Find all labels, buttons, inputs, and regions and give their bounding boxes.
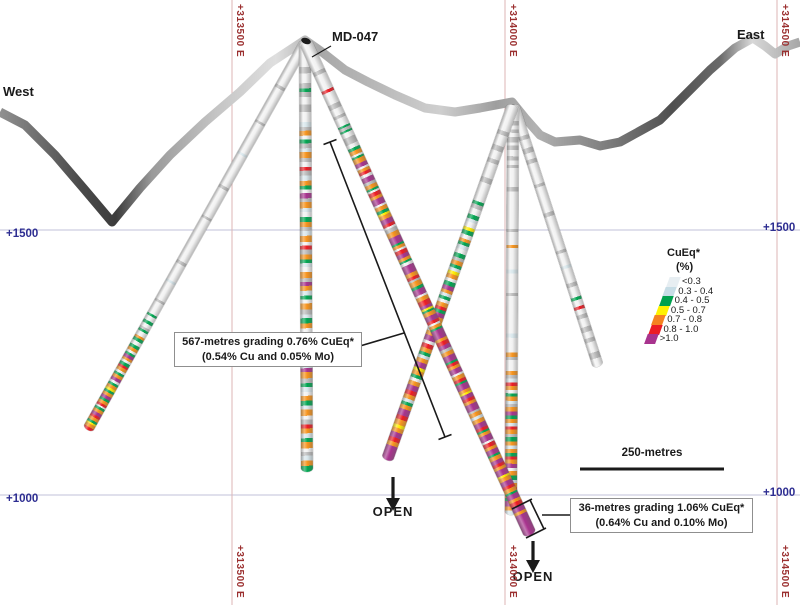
easting-label-bottom-2: +314500 E xyxy=(779,545,790,599)
legend-label-2: 0.4 - 0.5 xyxy=(674,295,710,306)
elevation-label-left-0: +1500 xyxy=(6,228,39,240)
interval-annotation-2: 36-metres grading 1.06% CuEq* (0.64% Cu … xyxy=(570,498,753,533)
interval-bracket-1-0 xyxy=(329,141,446,438)
legend-label-0: <0.3 xyxy=(682,276,701,287)
elevation-label-left-1: +1000 xyxy=(6,493,39,505)
legend-item-2: 0.4 - 0.5 xyxy=(658,295,710,306)
topography-surface xyxy=(0,33,800,227)
open-label-1: OPEN xyxy=(372,504,414,519)
legend-item-4: 0.7 - 0.8 xyxy=(651,314,703,325)
interval-bracket-1-1 xyxy=(323,138,337,146)
interval-bracket-2-2 xyxy=(529,499,545,530)
annotation-1-leader-0 xyxy=(359,332,405,347)
east-label: East xyxy=(737,27,765,42)
interval-bracket-1-2 xyxy=(438,433,452,441)
legend-item-5: 0.8 - 1.0 xyxy=(647,323,699,335)
collar-dot xyxy=(301,37,311,45)
interval-bracket-2-1 xyxy=(525,527,547,539)
open-label-2: OPEN xyxy=(512,569,554,584)
annotation-2-line-2: (0.64% Cu and 0.10% Mo) xyxy=(595,516,728,529)
elevation-label-right-1: +1000 xyxy=(763,487,796,499)
easting-label-top-2: +314500 E xyxy=(779,4,790,58)
interval-annotation-1: 567-metres grading 0.76% CuEq* (0.54% Cu… xyxy=(174,332,362,367)
scale-bar-label: 250-metres xyxy=(621,447,683,459)
annotation-1-line-1: 567-metres grading 0.76% CuEq* xyxy=(182,336,354,348)
annotation-2-line-1: 36-metres grading 1.06% CuEq* xyxy=(578,502,745,514)
west-label: West xyxy=(3,84,34,99)
drill-hole-title: MD-047 xyxy=(332,29,379,44)
legend-item-0: <0.3 xyxy=(666,276,701,287)
open-arrow-head-0 xyxy=(386,498,400,511)
legend-subtitle: (%) xyxy=(676,261,694,273)
legend-item-1: 0.3 - 0.4 xyxy=(662,285,714,297)
annotation-1-line-2: (0.54% Cu and 0.05% Mo) xyxy=(201,350,335,363)
legend-label-4: 0.7 - 0.8 xyxy=(667,314,703,325)
legend-label-6: >1.0 xyxy=(659,333,679,344)
legend-item-6: >1.0 xyxy=(644,333,679,344)
open-arrow-head-1 xyxy=(526,560,540,573)
easting-label-bottom-0: +313500 E xyxy=(234,545,245,599)
legend-swatch-6 xyxy=(644,334,659,344)
interval-bracket-2-0 xyxy=(511,498,533,510)
easting-label-top-0: +313500 E xyxy=(234,4,245,58)
md047-label-leader-0 xyxy=(311,45,332,58)
legend-label-1: 0.3 - 0.4 xyxy=(678,285,714,297)
legend-label-3: 0.5 - 0.7 xyxy=(670,304,706,316)
legend-title: CuEq* xyxy=(667,247,700,259)
elevation-label-right-0: +1500 xyxy=(763,222,796,234)
easting-label-bottom-1: +314000 E xyxy=(507,545,518,599)
legend-item-3: 0.5 - 0.7 xyxy=(655,304,706,316)
easting-label-top-1: +314000 E xyxy=(507,4,518,58)
legend-label-5: 0.8 - 1.0 xyxy=(663,323,699,335)
